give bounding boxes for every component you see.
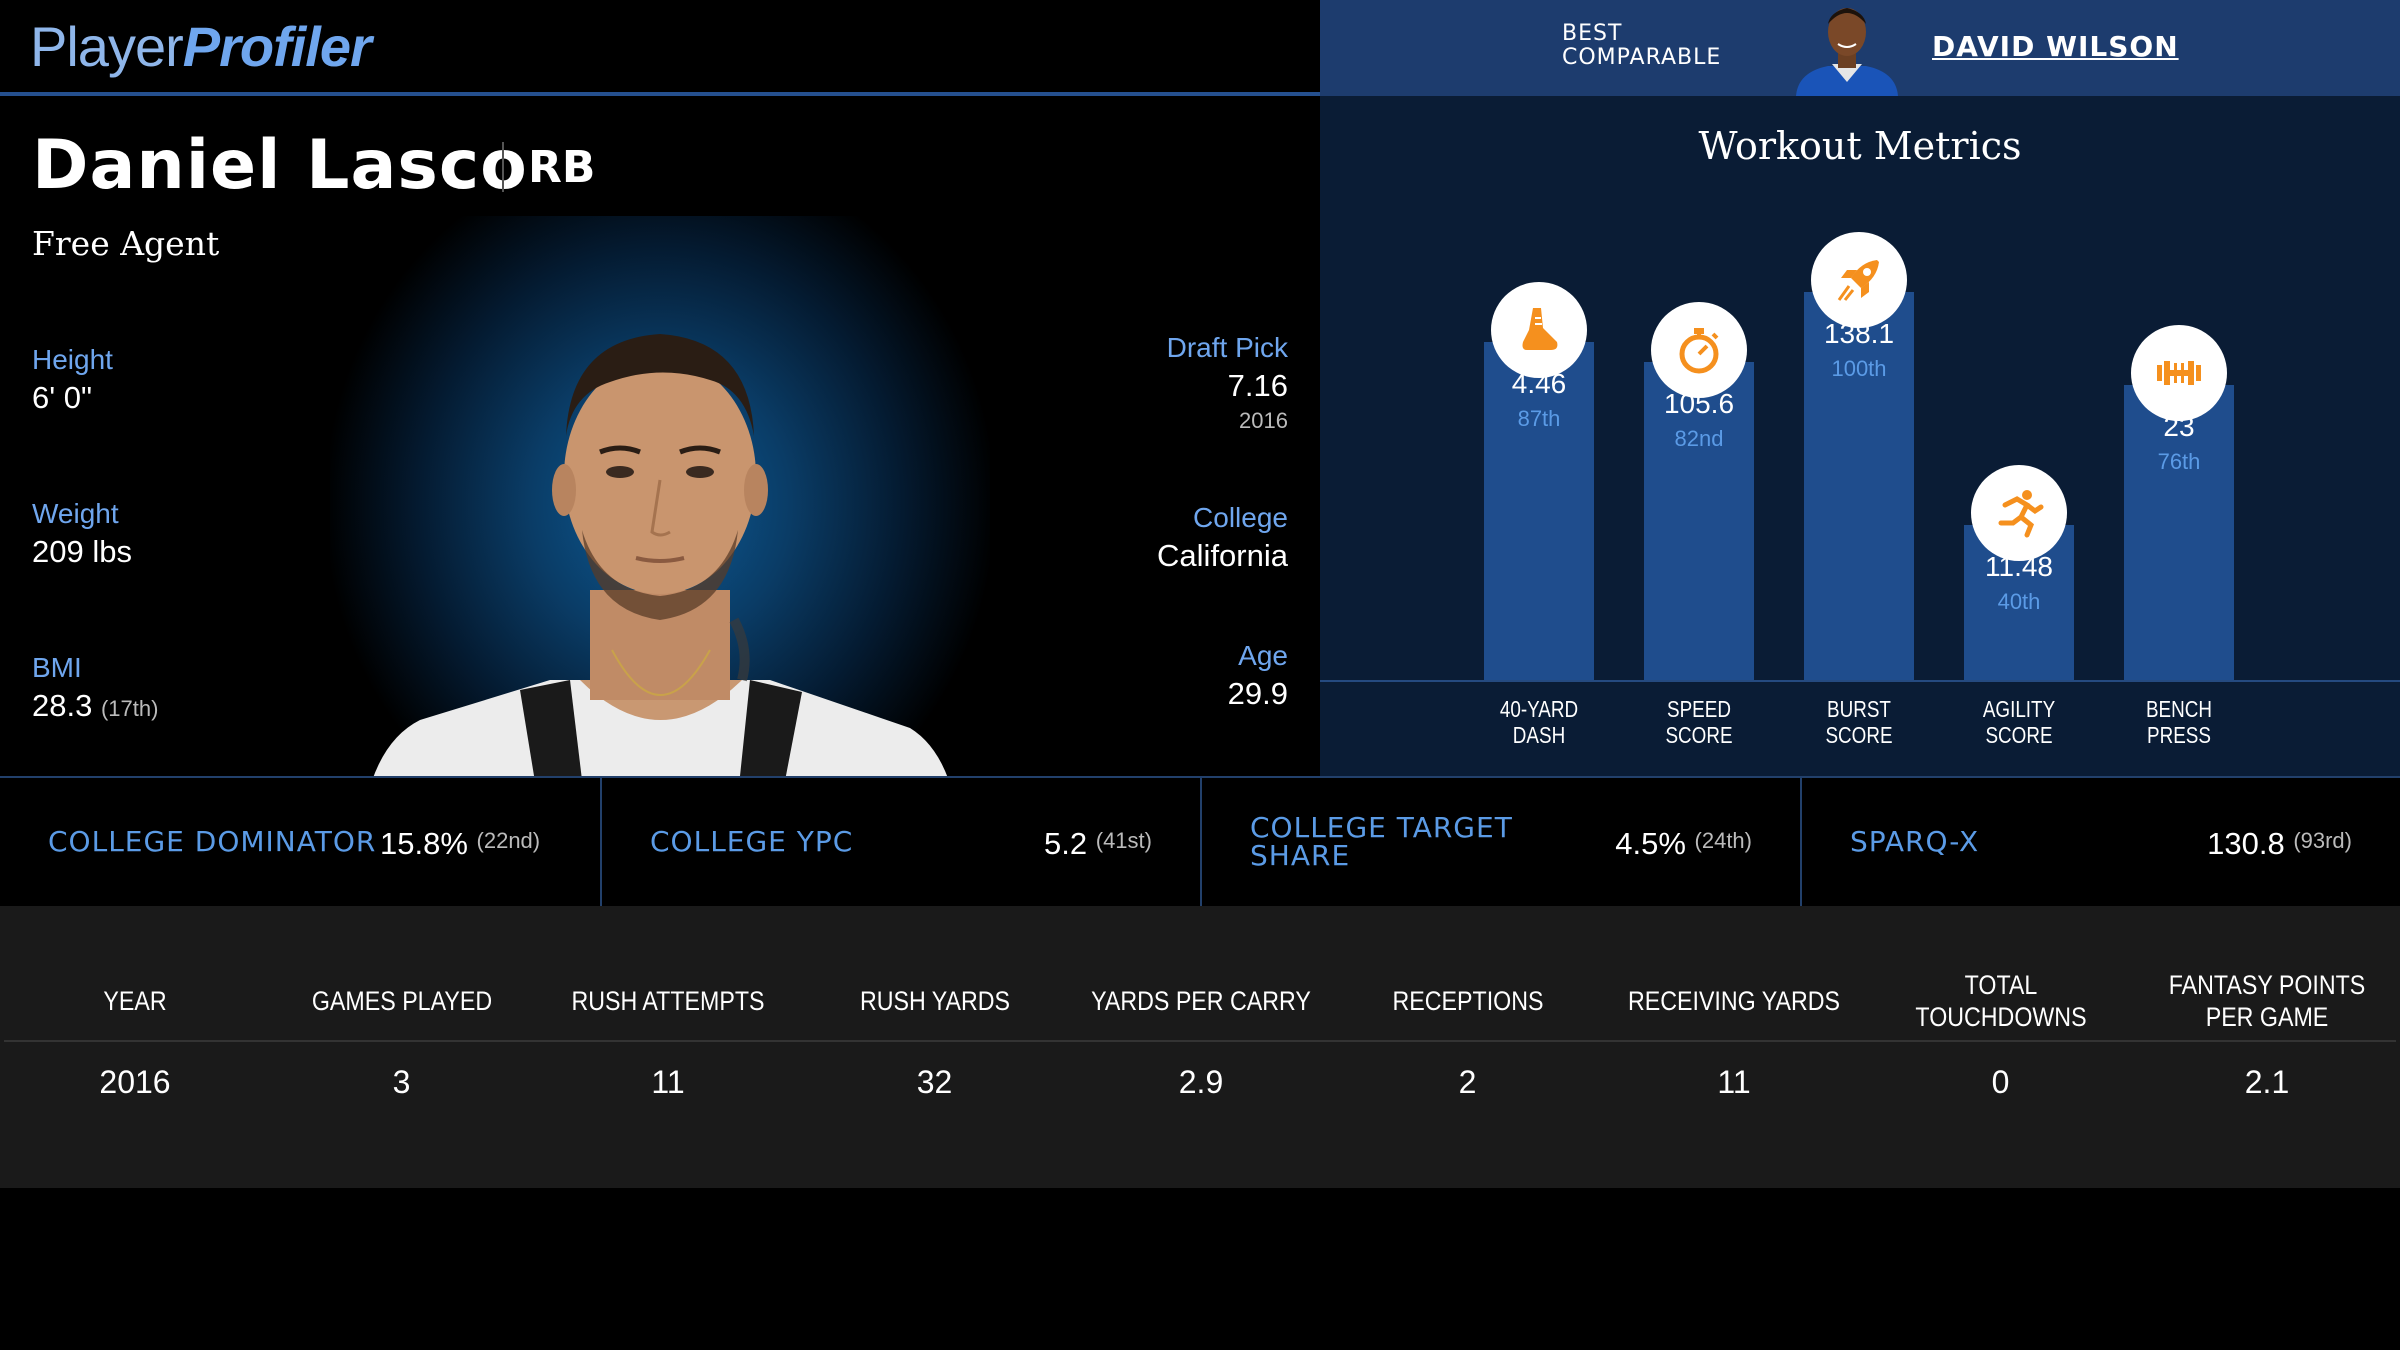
weight-label: Weight <box>32 498 119 529</box>
workout-value: 11.48 <box>1985 550 2053 582</box>
workout-percentile: 87th <box>1517 406 1561 432</box>
table-header-cell[interactable]: RUSH YARDS <box>859 986 1010 1016</box>
runner-icon <box>1971 464 2067 561</box>
workout-metrics-chart: Workout Metrics 4.46 87th 40-YARD DASH 105.6… <box>1320 96 2400 776</box>
player-team: Free Agent <box>32 224 220 263</box>
player-name: Daniel Lasco <box>32 126 528 205</box>
workout-bar <box>1804 292 1914 680</box>
table-header-cell[interactable]: YARDS PER CARRY <box>1091 986 1311 1016</box>
header-bar: PlayerProfiler <box>0 0 1320 96</box>
name-separator <box>502 142 504 192</box>
bmi-label: BMI <box>32 652 82 683</box>
table-cell: 2016 <box>99 1064 171 1100</box>
draft-year: 2016 <box>1239 408 1288 433</box>
shoe-icon <box>1491 282 1587 379</box>
workout-bar <box>2124 385 2234 680</box>
college-metric-value: 4.5% (24th) <box>1615 826 1752 861</box>
player-position: RB <box>528 142 596 193</box>
season-stats-table: YEAR GAMES PLAYED RUSH ATTEMPTS RUSH YARDS Y… <box>0 906 2400 1188</box>
table-cell: 11 <box>1717 1064 1751 1100</box>
college-metrics-row: COLLEGE DOMINATOR 15.8% (22nd) COLLEGE YPC… <box>0 776 2400 906</box>
height-label: Height <box>32 344 113 375</box>
workout-metrics-title: Workout Metrics <box>1698 124 2022 168</box>
height-value: 6' 0" <box>32 380 93 415</box>
workout-value: 4.46 <box>1511 368 1567 400</box>
college-metric-cell: COLLEGE YPC 5.2 (41st) <box>600 778 1200 906</box>
workout-metric-label: BENCH PRESS <box>2145 696 2213 748</box>
college-metric-value: 130.8 (93rd) <box>2207 826 2352 861</box>
college-metric-label: COLLEGE YPC <box>650 825 854 858</box>
workout-bar <box>1644 361 1754 680</box>
workout-bar <box>1484 342 1594 680</box>
college-metric-cell: SPARQ-X 130.8 (93rd) <box>1800 778 2400 906</box>
table-cell: 2.9 <box>1178 1064 1224 1100</box>
table-cell: 2.1 <box>2244 1064 2290 1100</box>
player-panel: Daniel Lasco RB Free Agent Height 6' 0" … <box>0 96 1320 876</box>
table-header-cell[interactable]: RUSH ATTEMPTS <box>571 986 765 1016</box>
college-metric-rank: (22nd) <box>476 828 541 853</box>
table-divider <box>4 1040 2396 1042</box>
logo-text-player: Player <box>30 15 184 78</box>
table-cell: 3 <box>392 1064 411 1100</box>
workout-percentile: 82nd <box>1674 425 1724 451</box>
college-metric-label: COLLEGE TARGET SHARE <box>1250 811 1513 872</box>
table-header-cell[interactable]: FANTASY POINTS PER GAME <box>2168 970 2366 1032</box>
best-comparable-bar: BEST COMPARABLE DAVID WILSON <box>1320 0 2400 96</box>
workout-metric-label: BURST SCORE <box>1825 696 1893 748</box>
table-header-cell[interactable]: GAMES PLAYED <box>311 986 492 1016</box>
chart-baseline <box>1320 680 2400 682</box>
table-cell: 11 <box>651 1064 685 1100</box>
college-value: California <box>1157 538 1288 573</box>
table-cell: 0 <box>1991 1064 2010 1100</box>
table-cell: 32 <box>916 1064 953 1100</box>
table-cell: 2 <box>1458 1064 1477 1100</box>
college-metric-cell: COLLEGE TARGET SHARE 4.5% (24th) <box>1200 778 1800 906</box>
college-metric-cell: COLLEGE DOMINATOR 15.8% (22nd) <box>0 778 600 906</box>
workout-metric-label: SPEED SCORE <box>1665 696 1733 748</box>
dumbbell-icon <box>2131 325 2227 422</box>
college-metric-rank: (41st) <box>1095 828 1152 853</box>
college-label: College <box>1193 502 1288 533</box>
college-metric-label: SPARQ-X <box>1850 825 1980 858</box>
workout-metric-label: 40-YARD DASH <box>1499 696 1579 748</box>
college-metric-value: 5.2 (41st) <box>1044 826 1152 861</box>
workout-percentile: 76th <box>2157 449 2201 475</box>
table-header-cell[interactable]: RECEIVING YARDS <box>1627 986 1841 1016</box>
college-metric-rank: (93rd) <box>2293 828 2352 853</box>
workout-value: 138.1 <box>1823 318 1895 349</box>
table-header-cell[interactable]: RECEPTIONS <box>1392 986 1543 1016</box>
workout-metric-label: AGILITY SCORE <box>1982 696 2056 748</box>
bmi-value: 28.3 (17th) <box>32 688 159 723</box>
logo-text-profiler: Profiler <box>182 15 372 78</box>
table-header-cell[interactable]: YEAR <box>103 986 167 1016</box>
weight-value: 209 lbs <box>32 534 132 569</box>
best-comparable-name-link[interactable]: DAVID WILSON <box>1932 30 2179 63</box>
workout-percentile: 100th <box>1831 356 1887 381</box>
table-header-cell[interactable]: TOTAL TOUCHDOWNS <box>1914 970 2087 1032</box>
draft-pick-value: 7.16 <box>1227 368 1288 403</box>
college-metric-label: COLLEGE DOMINATOR <box>48 825 377 858</box>
college-metric-value: 15.8% (22nd) <box>380 826 541 861</box>
workout-value: 105.6 <box>1663 387 1735 419</box>
rocket-icon <box>1811 232 1907 328</box>
best-comparable-label: BEST COMPARABLE <box>1562 21 1722 70</box>
draft-pick-label: Draft Pick <box>1166 332 1288 363</box>
workout-value: 23 <box>2163 411 2195 443</box>
college-metric-rank: (24th) <box>1694 828 1752 853</box>
workout-percentile: 40th <box>1997 588 2041 614</box>
stopwatch-icon <box>1651 301 1747 398</box>
age-label: Age <box>1238 640 1288 671</box>
playerprofiler-logo[interactable]: PlayerProfiler <box>30 14 372 80</box>
comparable-player-photo <box>1796 8 1898 96</box>
bmi-rank: (17th) <box>100 696 159 721</box>
age-value: 29.9 <box>1227 676 1288 711</box>
